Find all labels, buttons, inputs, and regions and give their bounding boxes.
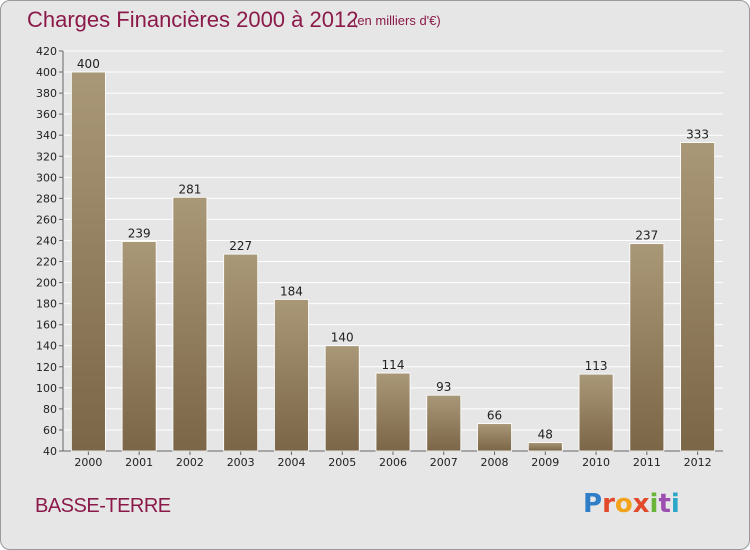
y-tick-label: 280	[36, 192, 57, 205]
bar-2004	[274, 299, 309, 452]
bar-2005	[324, 345, 360, 452]
bar-2007	[426, 394, 462, 452]
bar-2003	[223, 253, 259, 452]
bar-2002	[172, 196, 208, 452]
y-tick-label: 200	[36, 277, 57, 290]
bar-2009	[527, 442, 563, 452]
x-tick-label-2006: 2006	[379, 456, 407, 469]
data-label-2009: 48	[538, 428, 553, 442]
y-tick-label: 120	[36, 361, 57, 374]
x-tick-label-2004: 2004	[277, 456, 305, 469]
y-tick-label: 360	[36, 108, 57, 121]
data-label-2010: 113	[585, 359, 608, 373]
x-tick-label-2005: 2005	[328, 456, 356, 469]
x-tick-label-2008: 2008	[481, 456, 509, 469]
data-label-2008: 66	[487, 409, 502, 423]
y-tick-label: 100	[36, 382, 57, 395]
bar-2012	[680, 142, 716, 452]
y-tick-label: 400	[36, 66, 57, 79]
x-tick-label-2012: 2012	[684, 456, 712, 469]
x-tick-label-2007: 2007	[430, 456, 458, 469]
chart-title: Charges Financières 2000 à 2012	[27, 7, 359, 32]
y-tick-label: 320	[36, 150, 57, 163]
y-tick-label: 80	[43, 403, 57, 416]
x-tick-label-2003: 2003	[227, 456, 255, 469]
x-tick-label-2001: 2001	[125, 456, 153, 469]
data-label-2000: 400	[77, 57, 100, 71]
proxiti-logo[interactable]: Proxiti	[583, 489, 680, 519]
y-tick-label: 160	[36, 319, 57, 332]
data-label-2002: 281	[178, 182, 201, 196]
data-label-2007: 93	[436, 380, 451, 394]
y-tick-label: 220	[36, 256, 57, 269]
data-label-2006: 114	[382, 358, 405, 372]
x-tick-label-2010: 2010	[582, 456, 610, 469]
data-label-2001: 239	[128, 227, 151, 241]
location-label: BASSE-TERRE	[35, 495, 171, 517]
y-tick-label: 40	[43, 445, 57, 458]
y-tick-label: 140	[36, 340, 57, 353]
data-label-2011: 237	[635, 229, 658, 243]
x-tick-label-2009: 2009	[531, 456, 559, 469]
data-label-2004: 184	[280, 284, 303, 298]
x-tick-label-2011: 2011	[633, 456, 661, 469]
y-tick-label: 380	[36, 87, 57, 100]
data-label-2005: 140	[331, 331, 354, 345]
bar-2000	[70, 71, 106, 452]
bar-2008	[477, 423, 512, 452]
bar-2010	[578, 373, 614, 452]
x-tick-label-2000: 2000	[74, 456, 102, 469]
y-tick-label: 340	[36, 129, 57, 142]
chart-subtitle: (en milliers d'€)	[353, 13, 441, 28]
data-label-2003: 227	[229, 239, 252, 253]
bar-2006	[375, 372, 411, 452]
y-tick-label: 180	[36, 298, 57, 311]
data-label-2012: 333	[686, 128, 709, 142]
x-tick-label-2002: 2002	[176, 456, 204, 469]
bar-2001	[121, 241, 157, 452]
y-tick-label: 420	[36, 45, 57, 58]
y-tick-label: 300	[36, 171, 57, 184]
y-tick-label: 60	[43, 424, 57, 437]
y-tick-label: 240	[36, 234, 57, 247]
y-tick-label: 260	[36, 213, 57, 226]
bar-2011	[629, 243, 665, 452]
